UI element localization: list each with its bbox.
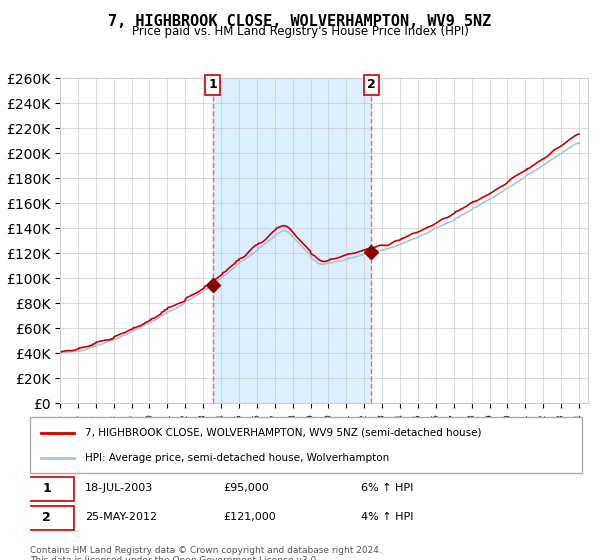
Text: 18-JUL-2003: 18-JUL-2003 [85, 483, 154, 493]
Text: Price paid vs. HM Land Registry's House Price Index (HPI): Price paid vs. HM Land Registry's House … [131, 25, 469, 38]
Text: 1: 1 [209, 78, 217, 91]
Text: Contains HM Land Registry data © Crown copyright and database right 2024.
This d: Contains HM Land Registry data © Crown c… [30, 546, 382, 560]
Text: 7, HIGHBROOK CLOSE, WOLVERHAMPTON, WV9 5NZ (semi-detached house): 7, HIGHBROOK CLOSE, WOLVERHAMPTON, WV9 5… [85, 428, 482, 438]
Text: £95,000: £95,000 [223, 483, 269, 493]
Text: 1: 1 [42, 482, 51, 495]
Text: 25-MAY-2012: 25-MAY-2012 [85, 512, 157, 522]
Text: HPI: Average price, semi-detached house, Wolverhampton: HPI: Average price, semi-detached house,… [85, 452, 389, 463]
Text: 2: 2 [42, 511, 51, 524]
FancyBboxPatch shape [19, 477, 74, 501]
Text: 4% ↑ HPI: 4% ↑ HPI [361, 512, 414, 522]
Text: £121,000: £121,000 [223, 512, 276, 522]
FancyBboxPatch shape [30, 417, 582, 473]
FancyBboxPatch shape [19, 506, 74, 530]
Text: 7, HIGHBROOK CLOSE, WOLVERHAMPTON, WV9 5NZ: 7, HIGHBROOK CLOSE, WOLVERHAMPTON, WV9 5… [109, 14, 491, 29]
Text: 2: 2 [367, 78, 376, 91]
Bar [213, 78, 371, 403]
Text: 6% ↑ HPI: 6% ↑ HPI [361, 483, 413, 493]
